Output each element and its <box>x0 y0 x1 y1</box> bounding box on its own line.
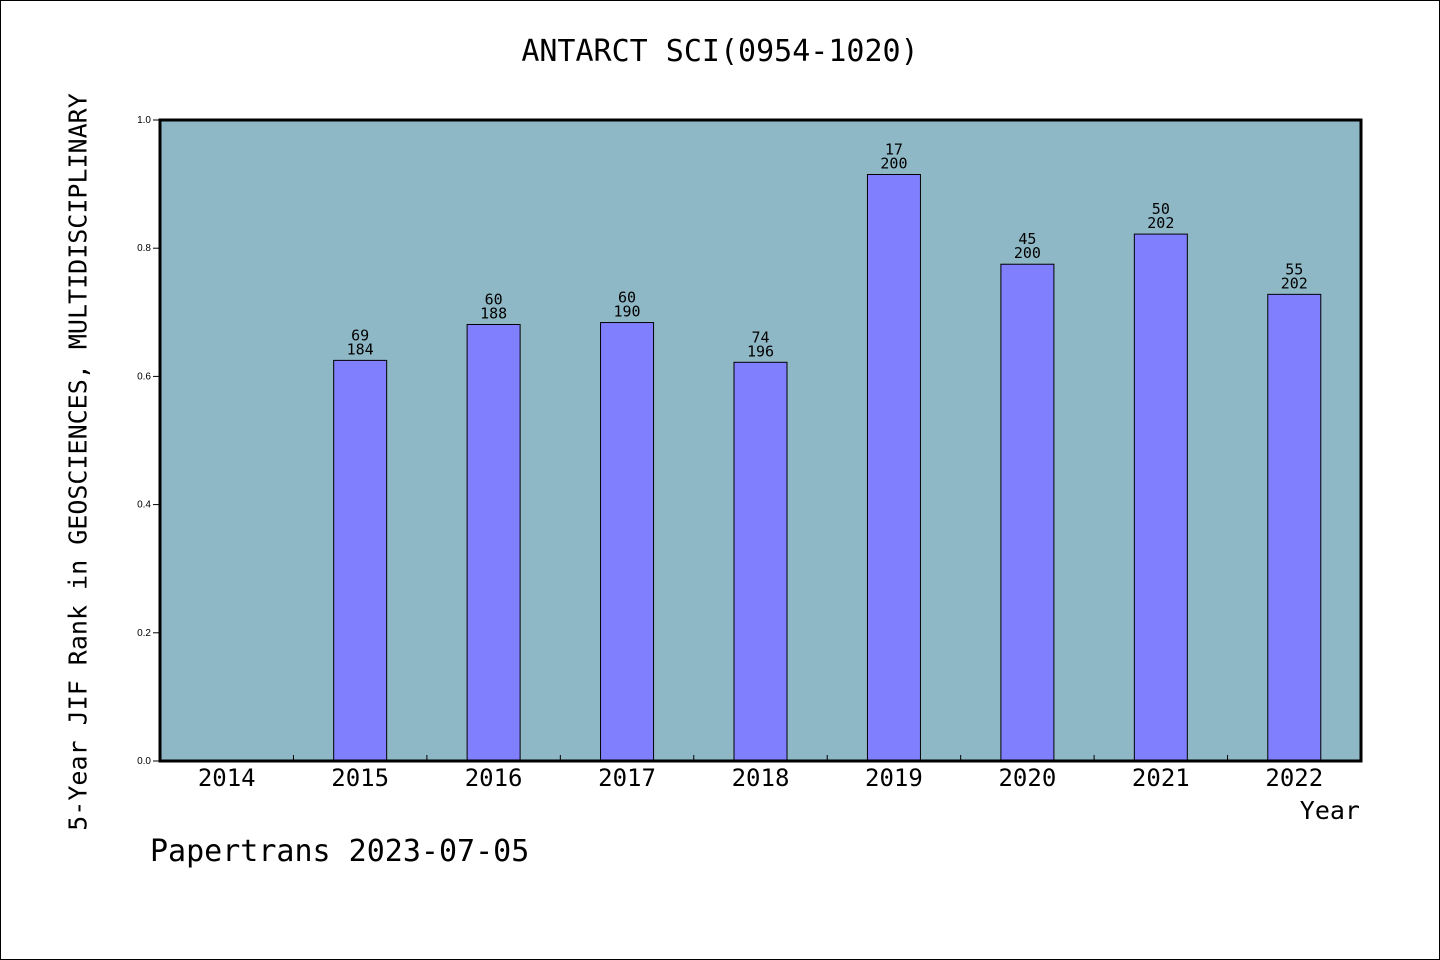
x-tick-label: 2014 <box>198 764 256 792</box>
y-tick-label: 0.2 <box>137 628 151 639</box>
bar-rank-label: 55 <box>1285 260 1303 278</box>
x-tick-label: 2021 <box>1132 764 1190 792</box>
y-tick-label: 0.4 <box>137 500 151 511</box>
bar-rank-label: 74 <box>751 328 769 346</box>
bar-total-label: 202 <box>1147 214 1174 232</box>
bar-total-label: 200 <box>1014 244 1041 262</box>
chart-title: ANTARCT SCI(0954-1020) <box>521 34 919 69</box>
x-tick-label: 2016 <box>465 764 523 792</box>
x-tick-label: 2022 <box>1265 764 1323 792</box>
bar <box>733 361 788 762</box>
bar-rank-label: 50 <box>1152 200 1170 218</box>
x-axis-label: Year <box>1299 796 1360 825</box>
y-tick-label: 1.0 <box>137 115 151 126</box>
bar-rank-label: 60 <box>618 289 636 307</box>
bar-total-label: 188 <box>480 304 507 322</box>
y-tick-label: 0.8 <box>137 243 151 254</box>
y-tick-label: 0.6 <box>137 371 151 382</box>
footer-credit: Papertrans 2023-07-05 <box>150 834 530 869</box>
bar-total-label: 202 <box>1281 274 1308 292</box>
plot-border <box>158 118 1363 763</box>
bar-total-label: 196 <box>747 342 774 360</box>
bar <box>1267 293 1322 762</box>
bar <box>466 323 521 762</box>
bar <box>866 173 921 762</box>
bar-rank-label: 17 <box>885 140 903 158</box>
bar <box>600 322 655 762</box>
bar-rank-label: 45 <box>1018 230 1036 248</box>
bar <box>333 359 388 762</box>
x-tick-label: 2017 <box>598 764 656 792</box>
y-tick-label: 0.0 <box>137 756 151 767</box>
bar-rank-label: 60 <box>485 290 503 308</box>
bar <box>1133 233 1188 762</box>
x-tick-label: 2018 <box>732 764 790 792</box>
bar-total-label: 190 <box>614 303 641 321</box>
bar-total-label: 184 <box>347 340 374 358</box>
x-tick-label: 2019 <box>865 764 923 792</box>
x-tick-label: 2020 <box>998 764 1056 792</box>
bar-rank-label: 69 <box>351 326 369 344</box>
x-tick-label: 2015 <box>331 764 389 792</box>
bar-total-label: 200 <box>880 154 907 172</box>
bar <box>1000 263 1055 762</box>
